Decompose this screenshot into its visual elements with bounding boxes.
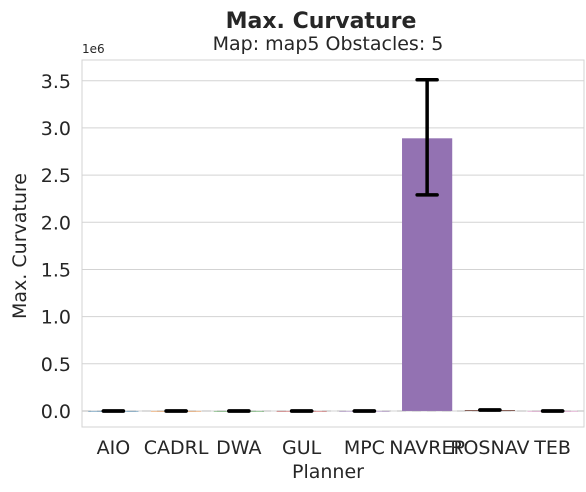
x-tick-label-gul: GUL — [282, 437, 322, 459]
y-tick-label: 3.0 — [41, 118, 71, 140]
x-tick-label-cadrl: CADRL — [144, 437, 209, 459]
chart-subtitle: Map: map5 Obstacles: 5 — [213, 33, 444, 55]
chart-title: Max. Curvature — [226, 9, 417, 34]
x-tick-label-aio: AIO — [97, 437, 131, 459]
x-tick-label-navrep: NAVREP — [389, 437, 465, 459]
x-tick-label-rosnav: ROSNAV — [450, 437, 529, 459]
y-tick-label: 3.5 — [41, 71, 71, 93]
x-tick-label-dwa: DWA — [216, 437, 261, 459]
y-multiplier-label: 1e6 — [82, 42, 105, 56]
x-tick-label-teb: TEB — [533, 437, 571, 459]
y-axis-label: Max. Curvature — [9, 173, 31, 319]
plot-frame — [81, 59, 585, 428]
y-tick-label: 2.5 — [41, 165, 71, 187]
y-tick-label: 0.5 — [41, 354, 71, 376]
y-tick-label: 2.0 — [41, 212, 71, 234]
x-axis-label: Planner — [292, 461, 364, 483]
y-tick-label: 0.0 — [41, 401, 71, 423]
y-tick-label: 1.5 — [41, 259, 71, 281]
y-tick-label: 1.0 — [41, 307, 71, 329]
x-tick-label-mpc: MPC — [344, 437, 385, 459]
